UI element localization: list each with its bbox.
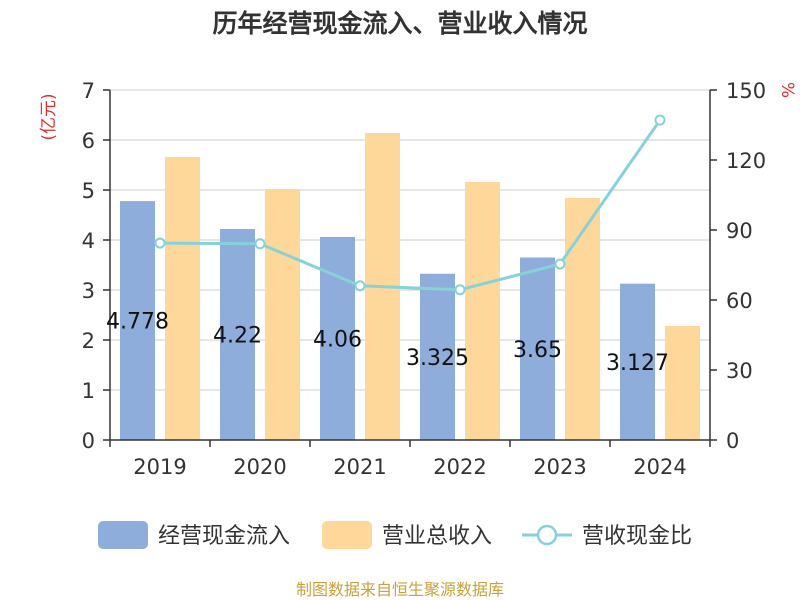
legend-label-ratio: 营收现金比 bbox=[582, 524, 692, 549]
y-tick-label: 6 bbox=[82, 129, 95, 153]
bar-revenue-2022 bbox=[465, 182, 500, 440]
data-labels: 4.778 4.22 4.06 3.325 3.65 3.127 bbox=[106, 310, 669, 376]
line-ratio bbox=[154, 114, 666, 296]
y-tick-label: 0 bbox=[82, 429, 95, 453]
gridlines bbox=[110, 89, 710, 391]
y2-tick-label: 60 bbox=[726, 289, 753, 313]
y-tick-label: 3 bbox=[82, 279, 95, 303]
point-ratio-2023 bbox=[554, 258, 566, 270]
data-label-cash-inflow-2024: 3.127 bbox=[606, 351, 669, 376]
y-tick-label: 4 bbox=[82, 229, 95, 253]
point-ratio-2022 bbox=[454, 284, 466, 296]
y-axis-left-title: (亿元) bbox=[39, 93, 59, 140]
legend-item-ratio: 营收现金比 bbox=[522, 524, 692, 549]
point-ratio-2019 bbox=[154, 237, 166, 249]
bar-cash-inflow-2020 bbox=[220, 229, 255, 440]
bars-cash-inflow bbox=[120, 201, 655, 440]
chart-title: 历年经营现金流入、营业收入情况 bbox=[212, 9, 587, 38]
legend-item-revenue: 营业总收入 bbox=[322, 521, 492, 549]
legend-item-cash-inflow: 经营现金流入 bbox=[98, 521, 290, 549]
bar-cash-inflow-2022 bbox=[420, 273, 455, 440]
bar-cash-inflow-2023 bbox=[520, 257, 555, 440]
x-tick-label: 2020 bbox=[233, 455, 286, 479]
y-tick-label: 2 bbox=[82, 329, 95, 353]
legend-label-cash-inflow: 经营现金流入 bbox=[158, 524, 290, 549]
point-ratio-2024 bbox=[654, 114, 666, 126]
y2-tick-label: 30 bbox=[726, 359, 753, 383]
data-label-cash-inflow-2023: 3.65 bbox=[513, 338, 562, 363]
legend-label-revenue: 营业总收入 bbox=[382, 524, 492, 549]
bar-revenue-2019 bbox=[165, 157, 200, 440]
x-tick-label: 2021 bbox=[333, 455, 386, 479]
y2-tick-label: 90 bbox=[726, 219, 753, 243]
y-axis-left: 0 1 2 3 4 5 6 7 bbox=[82, 79, 111, 453]
y-axis-right: 0 30 60 90 120 150 bbox=[709, 79, 766, 453]
x-tick-label: 2022 bbox=[433, 455, 486, 479]
y-axis-right-title: % bbox=[777, 82, 797, 98]
legend: 经营现金流入 营业总收入 营收现金比 bbox=[98, 521, 692, 549]
legend-swatch-ratio-marker bbox=[536, 524, 558, 546]
y2-tick-label: 150 bbox=[726, 79, 766, 103]
x-tick-label: 2024 bbox=[633, 455, 686, 479]
data-label-cash-inflow-2019: 4.778 bbox=[106, 310, 169, 335]
bar-revenue-2023 bbox=[565, 198, 600, 440]
x-axis: 2019 2020 2021 2022 2023 2024 bbox=[109, 439, 711, 479]
y2-tick-label: 0 bbox=[726, 429, 739, 453]
x-tick-label: 2019 bbox=[133, 455, 186, 479]
point-ratio-2020 bbox=[254, 238, 266, 250]
line-ratio-path bbox=[159, 119, 662, 292]
y-tick-label: 7 bbox=[82, 79, 95, 103]
legend-swatch-cash-inflow bbox=[98, 521, 148, 549]
x-tick-label: 2023 bbox=[533, 455, 586, 479]
bar-cash-inflow-2024 bbox=[620, 283, 655, 440]
bar-revenue-2020 bbox=[265, 189, 300, 440]
y-tick-label: 5 bbox=[82, 179, 95, 203]
data-label-cash-inflow-2021: 4.06 bbox=[313, 328, 362, 353]
y2-tick-label: 120 bbox=[726, 149, 766, 173]
source-footer: 制图数据来自恒生聚源数据库 bbox=[296, 580, 504, 599]
data-label-cash-inflow-2020: 4.22 bbox=[213, 324, 262, 349]
y-tick-label: 1 bbox=[82, 379, 95, 403]
bar-cash-inflow-2019 bbox=[120, 201, 155, 440]
bar-revenue-2024 bbox=[665, 326, 700, 440]
data-label-cash-inflow-2022: 3.325 bbox=[406, 346, 469, 371]
legend-swatch-revenue bbox=[322, 521, 372, 549]
point-ratio-2021 bbox=[354, 280, 366, 292]
